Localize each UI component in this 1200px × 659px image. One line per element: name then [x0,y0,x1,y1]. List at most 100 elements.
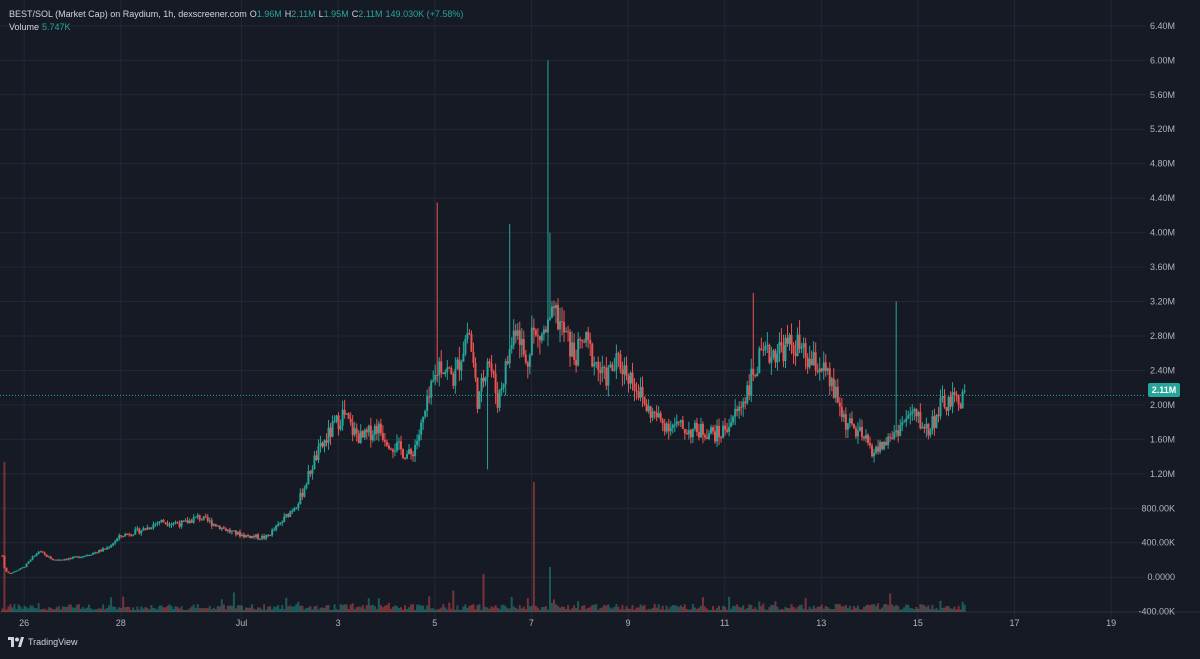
candle-body [748,385,751,396]
candle-body [251,535,254,539]
volume-bar [200,608,203,612]
candle-body [422,416,425,423]
volume-bar [852,606,855,612]
candle-body [309,471,312,474]
volume-bar [240,605,243,612]
volume-bar [790,604,793,612]
volume-bar [903,607,906,612]
candle-body [329,427,332,437]
volume-bar [43,608,46,612]
price-tick-label: 800.00K [1141,503,1175,513]
volume-bar [408,607,411,612]
volume-bar [949,608,952,612]
volume-bar [963,604,966,612]
candle-body [158,521,161,523]
close-value: 2.11M [358,9,383,19]
volume-bar [921,604,924,612]
volume-bar [244,607,247,612]
volume-bar [337,609,340,612]
volume-bar [569,609,572,612]
candle-body [947,396,950,411]
volume-bar [889,593,892,612]
candle-body [259,538,262,540]
symbol-title[interactable]: BEST/SOL (Market Cap) on Raydium, 1h, de… [9,9,247,19]
volume-bar [110,597,113,612]
candle-body [808,358,811,368]
price-tick-label: 2.40M [1150,365,1175,375]
candle-body [96,552,99,554]
volume-bar [609,607,612,612]
candle-body [87,555,90,557]
volume-bar [283,609,286,612]
volume-bar [667,609,670,612]
volume-bar [651,608,654,612]
time-axis[interactable]: 26 28 Jul 3 5 7 9 11 13 15 17 19 [19,618,1116,628]
volume-bar [951,608,954,612]
volume-bar [897,606,900,612]
volume-bar [699,605,702,612]
price-axis[interactable]: -400.00K 0.0000 400.00K 800.00K 1.20M 1.60M 2.… [1138,21,1175,617]
volume-bar [933,609,936,612]
candle-body [92,552,95,555]
volume-bar [945,606,948,612]
volume-bar [89,608,92,612]
volume-label: Volume [9,22,40,32]
volume-bar [230,605,233,612]
time-tick-label: 5 [432,618,437,628]
volume-bar [182,609,185,612]
volume-bar [79,608,82,612]
candle-body [11,572,14,574]
candle-body [238,531,241,537]
volume-bar [681,606,684,612]
candle-body [13,571,16,573]
volume-bar [343,604,346,612]
candle-body [512,330,515,346]
volume-bar [641,605,644,612]
volume-bar [249,607,252,612]
volume-bar [919,604,922,612]
candle-body [869,443,872,446]
volume-bar [152,607,155,612]
volume-bar [617,606,620,612]
candle-body [220,527,223,530]
candle-body [484,377,487,382]
volume-bar [307,607,310,612]
volume-bar [623,609,626,612]
volume-bar [629,608,632,612]
volume-bar [788,608,791,612]
volume-bar [367,598,370,612]
candle-body [871,445,874,457]
time-tick-label: 26 [19,618,29,628]
volume-bar [75,604,78,612]
candle-body [389,448,392,450]
volume-bar [941,607,944,612]
volume-bar [762,603,765,612]
volume-bar [69,604,72,612]
candle-body [659,413,662,420]
candle-body [301,492,304,497]
candle-body [428,396,431,398]
candle-body [126,534,129,536]
candle-body [108,547,111,549]
candle-body [436,374,439,376]
volume-bar [208,605,211,612]
volume-bar [289,605,292,612]
tradingview-brand[interactable]: TradingView [8,637,78,647]
volume-bar [269,606,272,612]
candle-body [705,437,708,439]
volume-bar [800,604,803,612]
volume-bar [573,605,576,612]
volume-bar [518,605,521,612]
candle-body [144,528,147,530]
volume-bar [808,606,811,612]
candle-body [196,515,199,517]
candle-body [202,516,205,520]
candle-body [814,352,817,371]
volume-bar [341,604,344,612]
volume-bars [1,462,966,612]
volume-bar [271,609,274,612]
volume-bar [162,607,165,612]
volume-bar [132,607,135,612]
